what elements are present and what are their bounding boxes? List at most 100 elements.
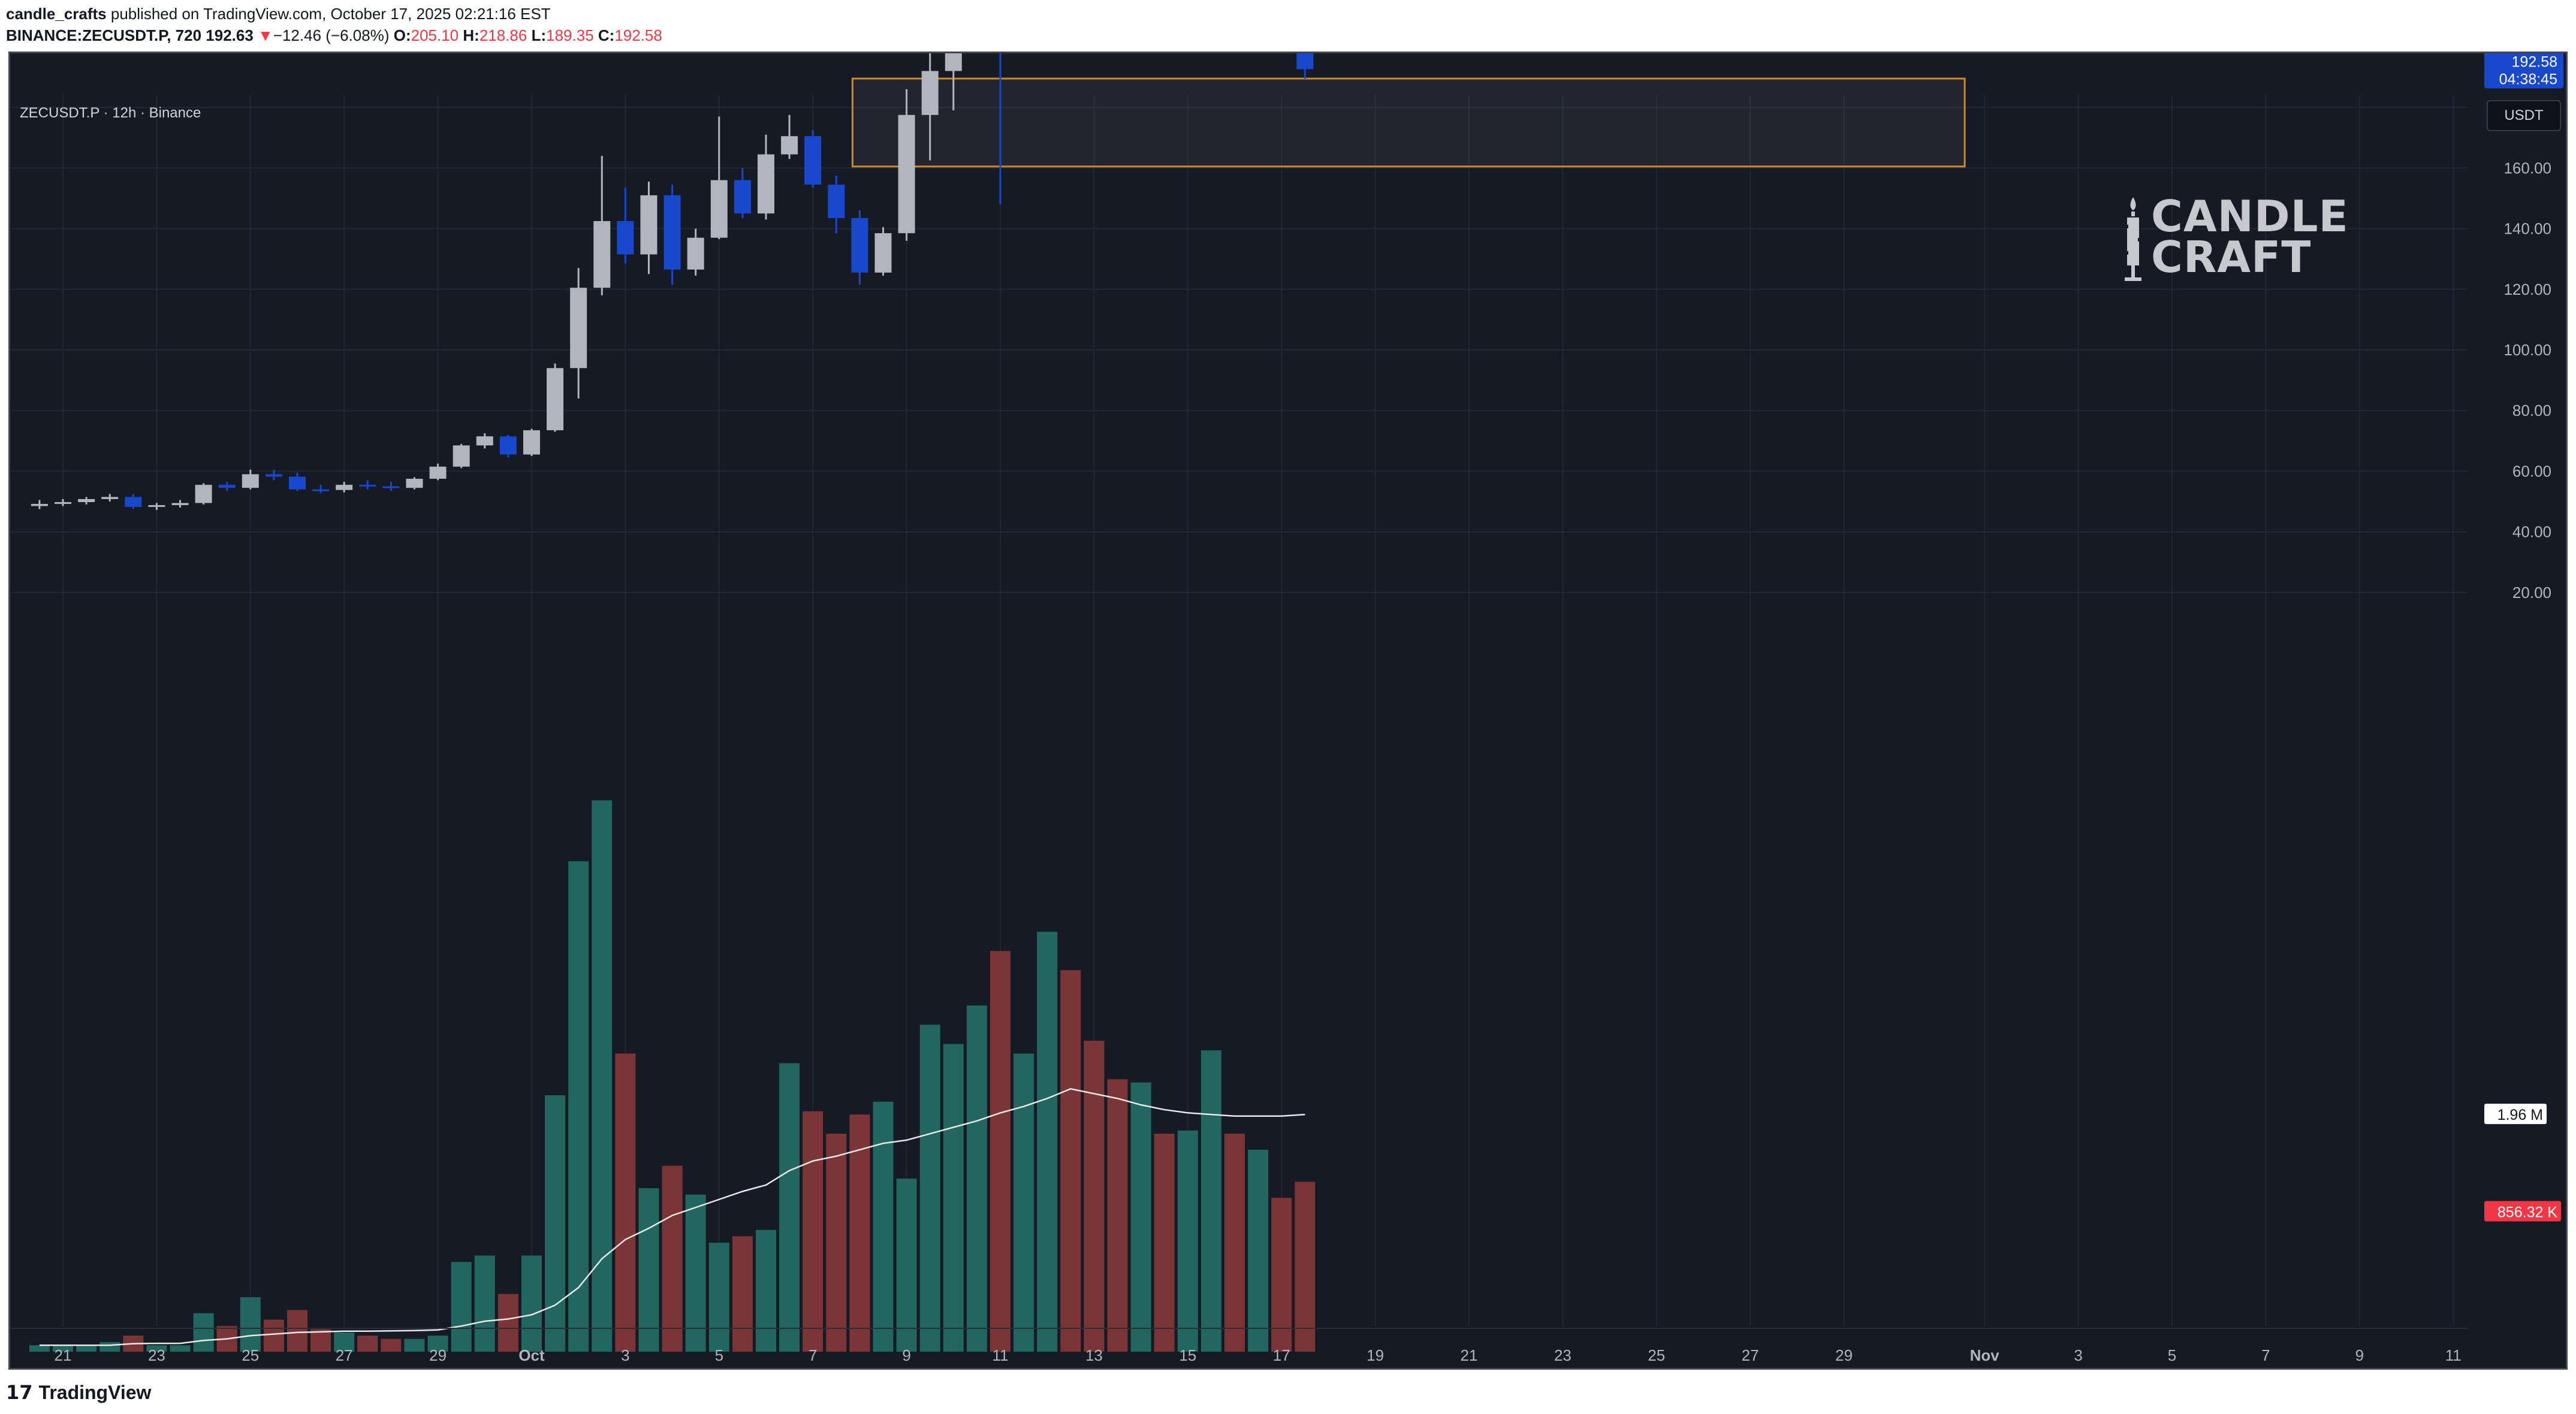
time-tick-label: 29 <box>429 1346 447 1364</box>
volume-bar <box>451 1262 472 1352</box>
watermark-text: CANDLE CRAFT <box>2151 191 2349 282</box>
candle-body <box>476 436 493 446</box>
tradingview-brand[interactable]: TradingView <box>38 1381 152 1403</box>
chart-panel[interactable]: 360.00340.00320.00300.00280.00260.00240.… <box>8 52 2568 1370</box>
volume-bar <box>685 1194 706 1352</box>
candle-body <box>710 180 728 238</box>
time-tick-label: 27 <box>1742 1346 1759 1364</box>
time-tick-label: 15 <box>1179 1346 1196 1364</box>
candle-body <box>312 489 330 491</box>
candle-body <box>359 485 376 487</box>
candle-body <box>101 497 119 499</box>
volume-bar <box>592 800 613 1352</box>
grid-lines <box>10 95 2468 1327</box>
candle-body <box>125 497 142 507</box>
volume-bar <box>404 1339 425 1352</box>
volume-bar <box>803 1111 824 1352</box>
volume-bar <box>170 1345 191 1352</box>
volume-bar <box>826 1134 847 1352</box>
candle-body <box>406 479 423 488</box>
currency-selector[interactable]: USDT <box>2487 100 2561 131</box>
candles <box>31 53 1314 510</box>
volume-bar <box>732 1236 753 1352</box>
last-price-label: 192.58 <box>2512 54 2557 71</box>
volume-bar <box>896 1179 917 1352</box>
tradingview-logo-icon[interactable]: 17 <box>6 1381 33 1404</box>
brand-watermark: CANDLE CRAFT <box>2120 191 2349 286</box>
time-tick-label: Nov <box>1970 1346 2000 1364</box>
volume-bar <box>919 1025 940 1352</box>
candle-body <box>218 485 236 488</box>
volume-bars <box>29 800 1316 1352</box>
time-tick-label: 25 <box>242 1346 259 1364</box>
chart-canvas[interactable]: 360.00340.00320.00300.00280.00260.00240.… <box>10 53 2566 1368</box>
publication-line: candle_crafts published on TradingView.c… <box>6 5 551 23</box>
publication-header: candle_crafts published on TradingView.c… <box>6 2 2571 49</box>
volume-bar <box>1013 1053 1034 1352</box>
time-tick-label: Oct <box>518 1346 545 1364</box>
price-tick-label: 40.00 <box>2512 523 2551 541</box>
author-name[interactable]: candle_crafts <box>6 5 107 23</box>
countdown-label: 04:38:45 <box>2499 71 2557 88</box>
time-tick-label: 11 <box>2445 1346 2462 1364</box>
volume-bar <box>76 1345 97 1352</box>
volume-bar <box>240 1297 261 1352</box>
candle-body <box>148 505 165 507</box>
time-tick-label: 25 <box>1648 1346 1665 1364</box>
volume-bar <box>873 1101 894 1352</box>
time-tick-label: 3 <box>621 1346 629 1364</box>
candle-body <box>758 154 774 214</box>
volume-bar <box>990 951 1011 1352</box>
candle-body <box>547 368 564 431</box>
volume-bar <box>263 1319 284 1352</box>
volume-bar <box>1271 1198 1292 1352</box>
price-change: −12.46 (−6.08%) <box>273 26 390 44</box>
volume-bar <box>381 1339 402 1352</box>
time-axis: 21 23 25 27 29 Oct 3 5 7 9 11 13 15 17 19 21 23 25 27 29 Nov… <box>10 1328 2468 1364</box>
volume-bar <box>1154 1134 1175 1352</box>
candle-body <box>78 498 95 503</box>
ohlc-line: BINANCE:ZECUSDT.P, 720 192.63 ▼−12.46 (−… <box>6 26 662 45</box>
candle-body <box>593 220 611 288</box>
volume-bar <box>1060 970 1081 1352</box>
time-tick-label: 5 <box>715 1346 723 1364</box>
volume-bar <box>53 1345 73 1352</box>
volume-bar <box>638 1188 659 1352</box>
price-tick-label: 120.00 <box>2503 280 2551 298</box>
candle-body <box>242 474 259 488</box>
candle-body <box>617 220 634 255</box>
volume-ma-badge <box>2484 1104 2547 1125</box>
time-tick-label: 29 <box>1835 1346 1853 1364</box>
volume-bar <box>99 1342 120 1352</box>
price-tick-label: 80.00 <box>2512 401 2551 419</box>
volume-bar <box>474 1255 495 1352</box>
high-label: H: <box>463 26 479 44</box>
watermark-line1: CANDLE <box>2151 191 2349 241</box>
watermark-line2: CRAFT <box>2151 232 2312 282</box>
time-tick-label: 21 <box>55 1346 72 1364</box>
price-tick-label: 140.00 <box>2503 220 2551 238</box>
candle-body <box>945 53 962 71</box>
price-tick-label: 160.00 <box>2503 159 2551 177</box>
symbol-full: BINANCE:ZECUSDT.P, 720 <box>6 26 202 44</box>
candle-body <box>382 486 400 488</box>
time-tick-label: 27 <box>336 1346 353 1364</box>
volume-bar <box>193 1313 214 1352</box>
close-value: 192.58 <box>614 26 662 44</box>
candle-body <box>171 503 189 506</box>
volume-bar <box>1224 1134 1245 1352</box>
volume-bar <box>497 1294 518 1352</box>
last-price: 192.63 <box>206 26 254 44</box>
volume-bar <box>427 1336 448 1352</box>
open-label: O: <box>393 26 411 44</box>
candle-body <box>265 474 282 477</box>
candle-body <box>523 430 540 455</box>
volume-bar <box>357 1336 378 1352</box>
candle-body <box>898 114 915 234</box>
low-value: 189.35 <box>546 26 594 44</box>
volume-last-badge <box>2484 1201 2561 1222</box>
time-tick-label: 23 <box>148 1346 165 1364</box>
volume-bar <box>1200 1050 1221 1352</box>
volume-bar <box>662 1165 683 1352</box>
price-tick-label: 100.00 <box>2503 341 2551 359</box>
